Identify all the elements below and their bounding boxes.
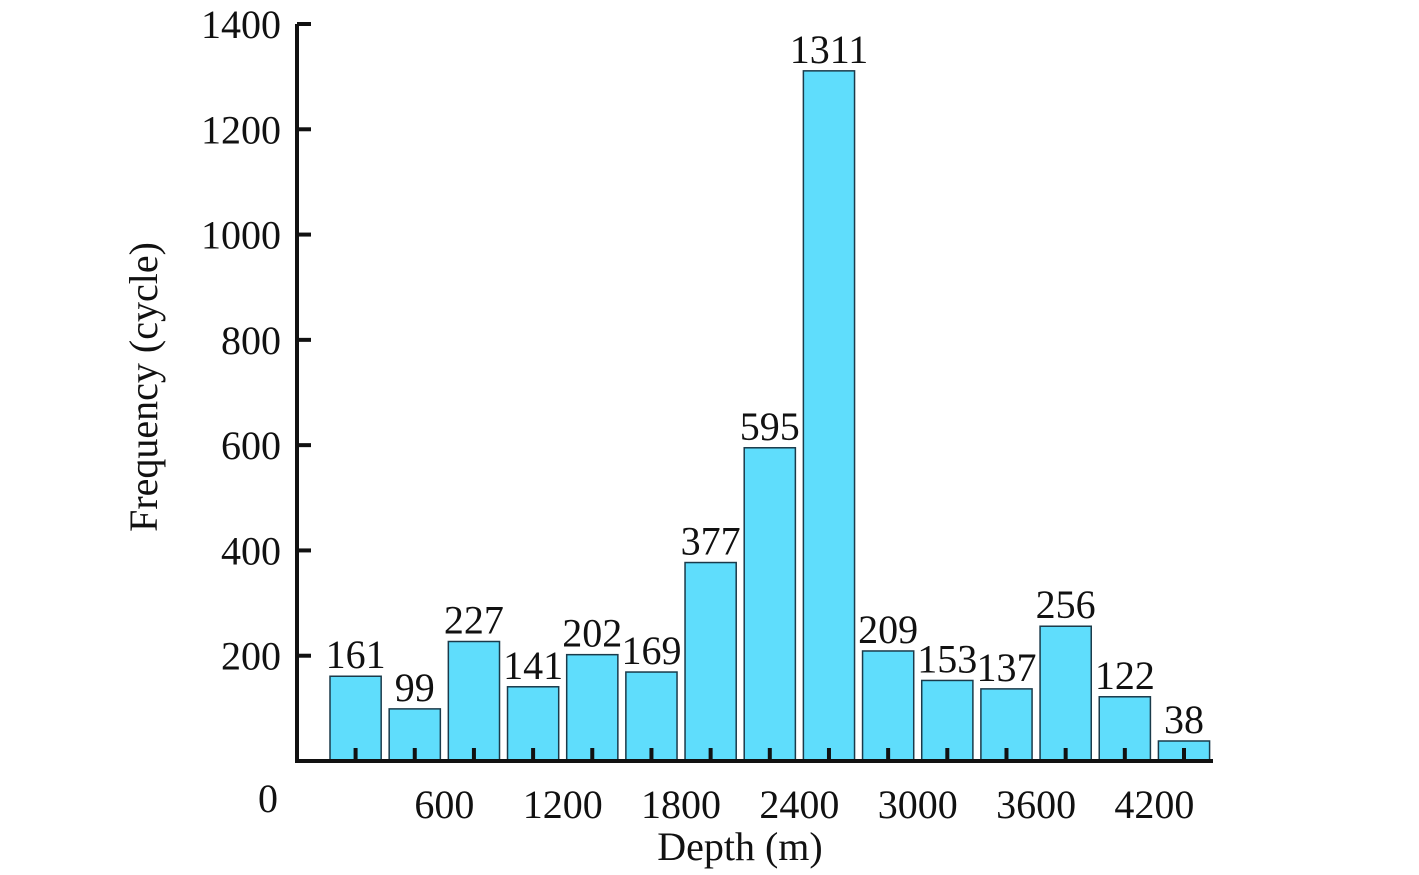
axes-layer <box>295 24 1213 763</box>
bar <box>802 70 856 762</box>
data-label: 227 <box>444 598 504 643</box>
x-tick-label: 1200 <box>523 782 603 827</box>
data-label: 137 <box>976 645 1036 690</box>
data-label: 122 <box>1095 653 1155 698</box>
x-tick-label: 1800 <box>641 782 721 827</box>
data-label: 141 <box>503 643 563 688</box>
y-tick-label: 1200 <box>201 107 281 152</box>
y-tick-label: 800 <box>221 318 281 363</box>
bar <box>565 653 619 762</box>
data-label: 209 <box>858 607 918 652</box>
data-label: 256 <box>1036 582 1096 627</box>
data-label: 38 <box>1164 697 1204 742</box>
data-label: 153 <box>917 636 977 681</box>
y-tick-label: 200 <box>221 634 281 679</box>
data-label: 169 <box>621 628 681 673</box>
y-axis-title: Frequency (cycle) <box>121 242 166 532</box>
x-tick-label: 3600 <box>996 782 1076 827</box>
bar <box>684 561 737 762</box>
bar <box>625 671 678 762</box>
x-axis-title: Depth (m) <box>657 824 823 869</box>
origin-tick-label: 0 <box>258 776 278 821</box>
bar <box>1039 625 1092 762</box>
bar <box>743 447 797 762</box>
bars-layer <box>329 70 1211 762</box>
y-ticks: 200 400 600 800 1000 1200 1400 <box>201 2 311 679</box>
x-ticks: 600 1200 1800 2400 3000 3600 4200 <box>414 782 1194 827</box>
y-tick-label: 1000 <box>201 213 281 258</box>
data-label: 377 <box>681 519 741 564</box>
bar <box>447 640 501 762</box>
x-tick-label: 3000 <box>878 782 958 827</box>
data-label: 202 <box>562 611 622 656</box>
data-label: 595 <box>740 404 800 449</box>
y-tick-label: 400 <box>221 528 281 573</box>
bar <box>329 675 382 762</box>
x-tick-label: 600 <box>414 782 474 827</box>
bar <box>861 650 915 762</box>
y-tick-label: 1400 <box>201 2 281 47</box>
x-tick-label: 4200 <box>1114 782 1194 827</box>
data-label: 1311 <box>790 27 869 72</box>
x-tick-label: 2400 <box>759 782 839 827</box>
y-tick-label: 600 <box>221 423 281 468</box>
data-label: 99 <box>395 665 435 710</box>
data-label: 161 <box>326 632 386 677</box>
